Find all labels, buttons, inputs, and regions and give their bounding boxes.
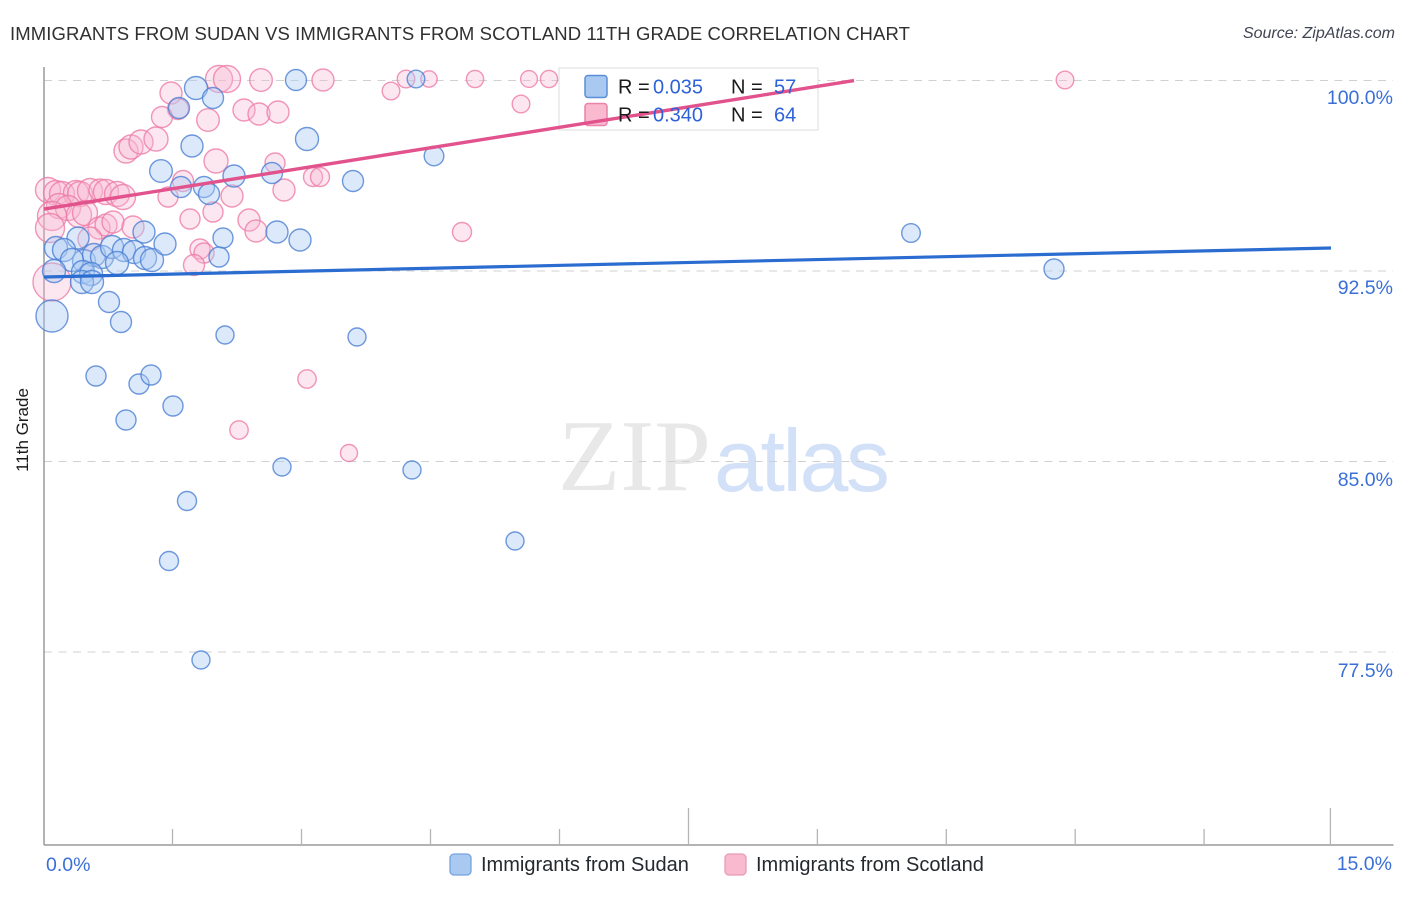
svg-text:Immigrants from Scotland: Immigrants from Scotland [756, 854, 984, 876]
svg-text:100.0%: 100.0% [1327, 87, 1393, 109]
svg-text:11th Grade: 11th Grade [13, 388, 32, 472]
svg-text:Source: ZipAtlas.com: Source: ZipAtlas.com [1243, 25, 1395, 42]
svg-text:92.5%: 92.5% [1338, 277, 1393, 299]
svg-text:85.0%: 85.0% [1338, 469, 1393, 491]
svg-text:15.0%: 15.0% [1337, 853, 1392, 875]
svg-text:IMMIGRANTS FROM SUDAN VS IMMIG: IMMIGRANTS FROM SUDAN VS IMMIGRANTS FROM… [10, 23, 910, 44]
svg-text:0.0%: 0.0% [46, 854, 90, 876]
svg-text:77.5%: 77.5% [1338, 660, 1393, 682]
svg-text:atlas: atlas [714, 411, 887, 510]
svg-text:ZIP: ZIP [558, 400, 711, 513]
svg-text:Immigrants from Sudan: Immigrants from Sudan [481, 854, 689, 876]
